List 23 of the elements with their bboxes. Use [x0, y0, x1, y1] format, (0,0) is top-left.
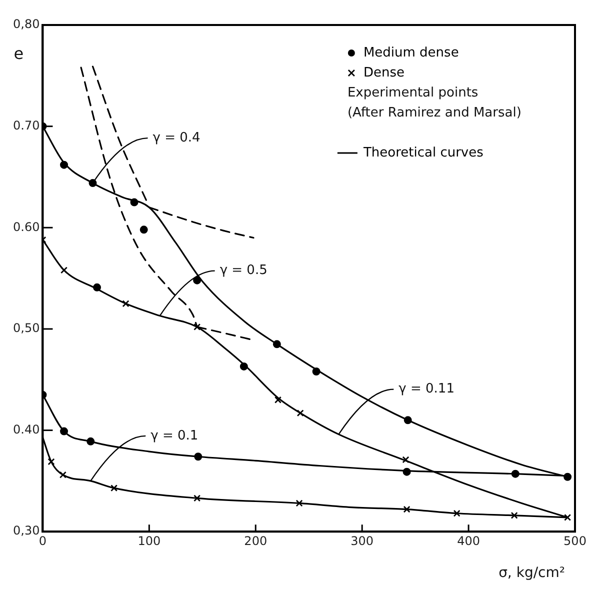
annotation: γ = 0.1 — [150, 428, 198, 444]
y-tick-label: 0,80 — [13, 17, 40, 32]
y-tick-label: 0.70 — [13, 118, 40, 132]
x-tick-label: 100 — [138, 534, 161, 548]
y-axis-title: e — [14, 44, 24, 64]
x-tick-label: 200 — [244, 534, 268, 548]
x-tick-label: 500 — [564, 534, 586, 548]
x-axis-title: σ, kg/cm² — [498, 565, 565, 582]
y-tick-label: 0.40 — [13, 422, 40, 436]
annotation: γ = 0.11 — [398, 382, 454, 397]
x-tick-label: 0 — [38, 534, 47, 548]
x-tick-label: 400 — [457, 534, 480, 548]
y-tick-label: 0,50 — [13, 321, 40, 336]
y-tick-label: 0.60 — [13, 220, 40, 234]
annotation: γ = 0.4 — [152, 130, 200, 146]
annotation: (After Ramirez and Marsal) — [347, 105, 522, 120]
legend-label: Theoretical curves — [362, 145, 484, 160]
y-tick-label: 0,30 — [13, 524, 40, 538]
legend-label: Dense — [363, 65, 404, 80]
legend-label: Medium dense — [363, 45, 459, 60]
annotation: Experimental points — [347, 85, 478, 100]
annotation: γ = 0.5 — [220, 263, 268, 278]
x-tick-label: 300 — [350, 534, 374, 548]
